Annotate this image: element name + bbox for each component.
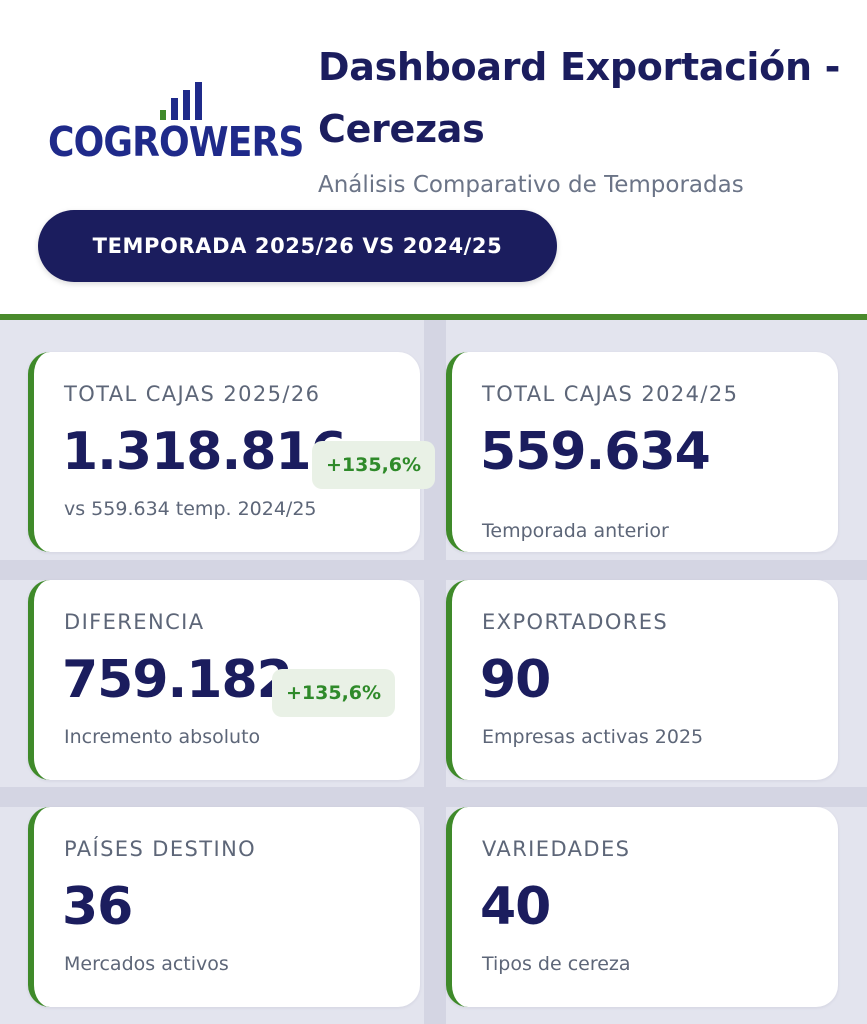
kpi-value: 36 xyxy=(62,877,133,937)
kpi-card-diferencia: DIFERENCIA 759.182 +135,6% Incremento ab… xyxy=(28,580,420,780)
kpi-value: 559.634 xyxy=(480,422,711,482)
kpi-label: TOTAL CAJAS 2025/26 xyxy=(64,382,321,406)
kpi-value: 40 xyxy=(480,877,551,937)
bar-chart-icon xyxy=(160,82,202,120)
kpi-subtitle: vs 559.634 temp. 2024/25 xyxy=(64,498,317,520)
cogrowers-logo: COGROWERS xyxy=(48,80,318,170)
page-title: Dashboard Exportación - Cerezas xyxy=(318,45,841,151)
kpi-subtitle: Tipos de cereza xyxy=(482,953,631,975)
kpi-subtitle: Empresas activas 2025 xyxy=(482,726,704,748)
logo-wordmark: COGROWERS xyxy=(48,118,304,166)
grid-divider xyxy=(0,787,867,807)
dashboard-header: COGROWERS Dashboard Exportación - Cereza… xyxy=(0,0,867,318)
season-comparison-button[interactable]: TEMPORADA 2025/26 VS 2024/25 xyxy=(38,210,557,282)
season-comparison-label: TEMPORADA 2025/26 VS 2024/25 xyxy=(92,234,503,258)
kpi-subtitle: Temporada anterior xyxy=(482,520,669,542)
kpi-label: DIFERENCIA xyxy=(64,610,205,634)
kpi-grid: TOTAL CAJAS 2025/26 1.318.816 +135,6% vs… xyxy=(0,320,867,1024)
grid-divider xyxy=(0,560,867,580)
kpi-card-paises-destino: PAÍSES DESTINO 36 Mercados activos xyxy=(28,807,420,1007)
kpi-value: 1.318.816 xyxy=(62,422,347,482)
header-divider xyxy=(0,314,867,320)
kpi-card-exportadores: EXPORTADORES 90 Empresas activas 2025 xyxy=(446,580,838,780)
kpi-card-total-cajas-2024: TOTAL CAJAS 2024/25 559.634 Temporada an… xyxy=(446,352,838,552)
kpi-subtitle: Mercados activos xyxy=(64,953,229,975)
kpi-label: EXPORTADORES xyxy=(482,610,669,634)
growth-badge: +135,6% xyxy=(272,669,396,717)
kpi-value: 759.182 xyxy=(62,650,293,710)
kpi-label: PAÍSES DESTINO xyxy=(64,837,257,861)
page-subtitle: Análisis Comparativo de Temporadas xyxy=(318,172,744,198)
growth-badge: +135,6% xyxy=(312,441,436,489)
grid-divider xyxy=(424,320,446,1024)
kpi-label: VARIEDADES xyxy=(482,837,631,861)
kpi-card-total-cajas-2025: TOTAL CAJAS 2025/26 1.318.816 +135,6% vs… xyxy=(28,352,436,552)
kpi-label: TOTAL CAJAS 2024/25 xyxy=(482,382,739,406)
kpi-card-variedades: VARIEDADES 40 Tipos de cereza xyxy=(446,807,838,1007)
kpi-value: 90 xyxy=(480,650,551,710)
kpi-subtitle: Incremento absoluto xyxy=(64,726,261,748)
